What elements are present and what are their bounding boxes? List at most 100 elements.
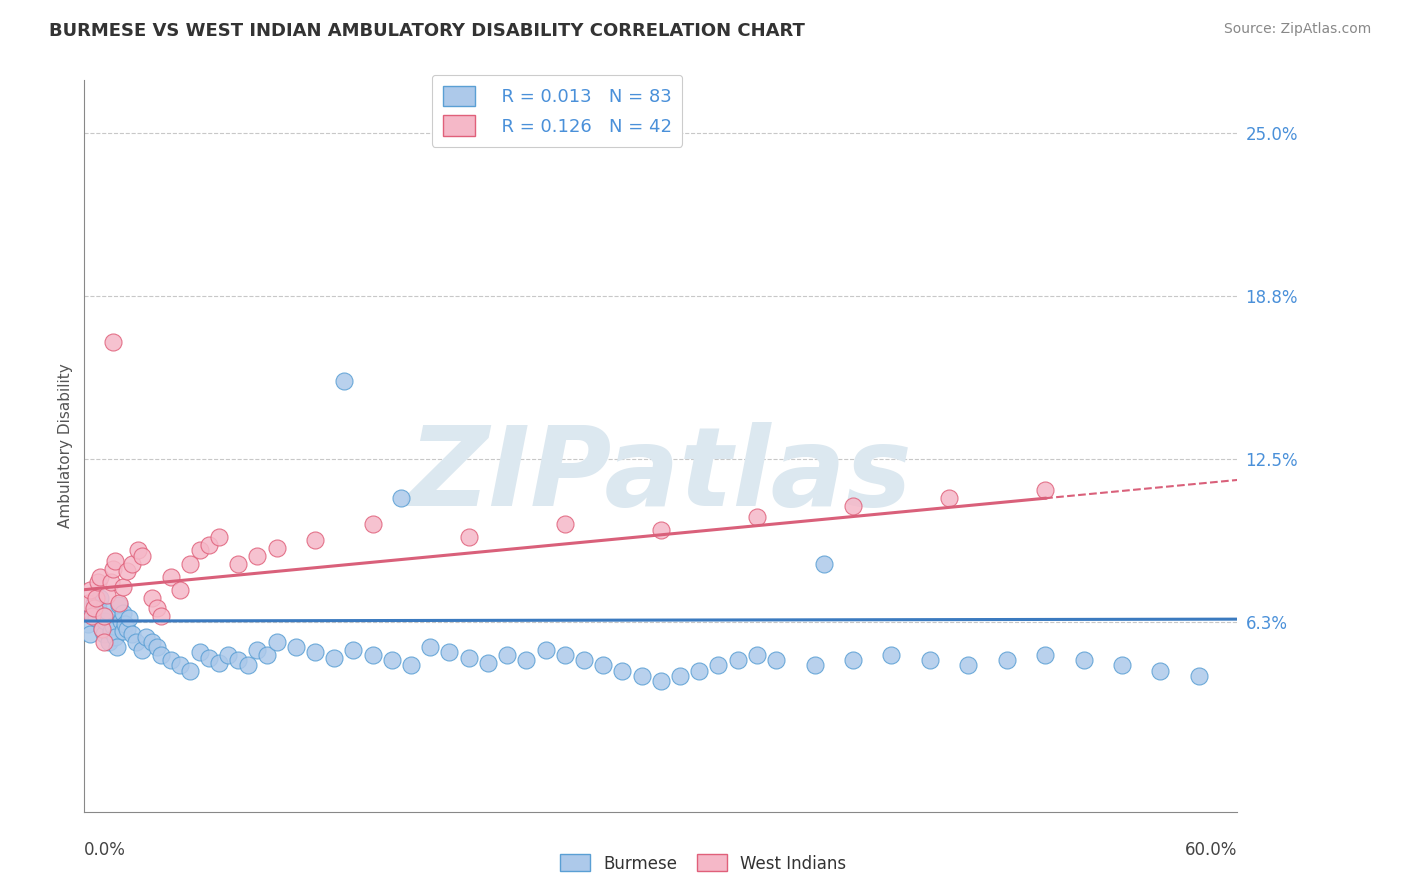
Point <box>131 549 153 563</box>
Point <box>381 653 404 667</box>
Point <box>304 533 326 547</box>
Point <box>304 645 326 659</box>
Point <box>121 557 143 571</box>
Point <box>765 653 787 667</box>
Point <box>439 645 461 659</box>
Point <box>246 642 269 657</box>
Point <box>1033 483 1056 498</box>
Point <box>108 596 131 610</box>
Point <box>150 608 173 623</box>
Point <box>1033 648 1056 662</box>
Point <box>117 611 139 625</box>
Point <box>218 648 240 662</box>
Point <box>93 627 115 641</box>
Point <box>813 557 835 571</box>
Point <box>115 622 138 636</box>
Point <box>957 658 980 673</box>
Point <box>688 664 710 678</box>
Point <box>592 658 614 673</box>
Point <box>89 591 111 605</box>
Point <box>399 658 422 673</box>
Point <box>103 562 124 576</box>
Point <box>342 642 364 657</box>
Point <box>803 658 825 673</box>
Point <box>160 569 183 583</box>
Point <box>323 650 346 665</box>
Point <box>727 653 749 667</box>
Point <box>104 554 127 568</box>
Point <box>419 640 441 655</box>
Point <box>391 491 413 506</box>
Point <box>650 674 672 689</box>
Point <box>108 599 131 613</box>
Point <box>125 635 148 649</box>
Text: ZIPatlas: ZIPatlas <box>409 422 912 529</box>
Point <box>96 588 118 602</box>
Point <box>226 653 249 667</box>
Text: Source: ZipAtlas.com: Source: ZipAtlas.com <box>1223 22 1371 37</box>
Point <box>110 614 132 628</box>
Point <box>103 334 124 349</box>
Point <box>79 627 101 641</box>
Point <box>105 640 128 655</box>
Point <box>496 648 519 662</box>
Point <box>554 517 576 532</box>
Point <box>135 630 157 644</box>
Point <box>179 664 201 678</box>
Point <box>80 608 103 623</box>
Point <box>477 656 499 670</box>
Legend: Burmese, West Indians: Burmese, West Indians <box>553 847 853 880</box>
Point <box>100 624 122 639</box>
Point <box>333 374 356 388</box>
Point <box>114 616 136 631</box>
Point <box>266 635 288 649</box>
Point <box>77 616 100 631</box>
Point <box>1149 664 1171 678</box>
Legend:   R = 0.013   N = 83,   R = 0.126   N = 42: R = 0.013 N = 83, R = 0.126 N = 42 <box>432 75 682 147</box>
Point <box>842 653 865 667</box>
Point <box>880 648 903 662</box>
Point <box>169 658 191 673</box>
Point <box>80 606 103 620</box>
Point <box>266 541 288 555</box>
Point <box>457 530 479 544</box>
Point <box>93 608 115 623</box>
Point <box>361 517 384 532</box>
Point <box>938 491 960 506</box>
Point <box>79 582 101 597</box>
Point <box>236 658 259 673</box>
Point <box>246 549 269 563</box>
Point <box>554 648 576 662</box>
Point <box>87 601 110 615</box>
Point <box>77 596 100 610</box>
Point <box>630 669 652 683</box>
Point <box>160 653 183 667</box>
Point <box>612 664 634 678</box>
Point <box>111 624 134 639</box>
Point <box>515 653 537 667</box>
Point <box>226 557 249 571</box>
Point <box>131 642 153 657</box>
Point <box>93 635 115 649</box>
Point <box>111 580 134 594</box>
Point <box>98 635 121 649</box>
Point <box>995 653 1018 667</box>
Point <box>87 574 110 589</box>
Point <box>208 530 231 544</box>
Point <box>115 565 138 579</box>
Point <box>842 499 865 513</box>
Point <box>1073 653 1095 667</box>
Point <box>83 596 105 610</box>
Point <box>103 619 124 633</box>
Point <box>179 557 201 571</box>
Point <box>84 591 107 605</box>
Point <box>146 601 169 615</box>
Point <box>918 653 941 667</box>
Point <box>169 582 191 597</box>
Point <box>198 650 221 665</box>
Point <box>745 648 768 662</box>
Point <box>89 569 111 583</box>
Point <box>534 642 557 657</box>
Point <box>650 523 672 537</box>
Point <box>121 627 143 641</box>
